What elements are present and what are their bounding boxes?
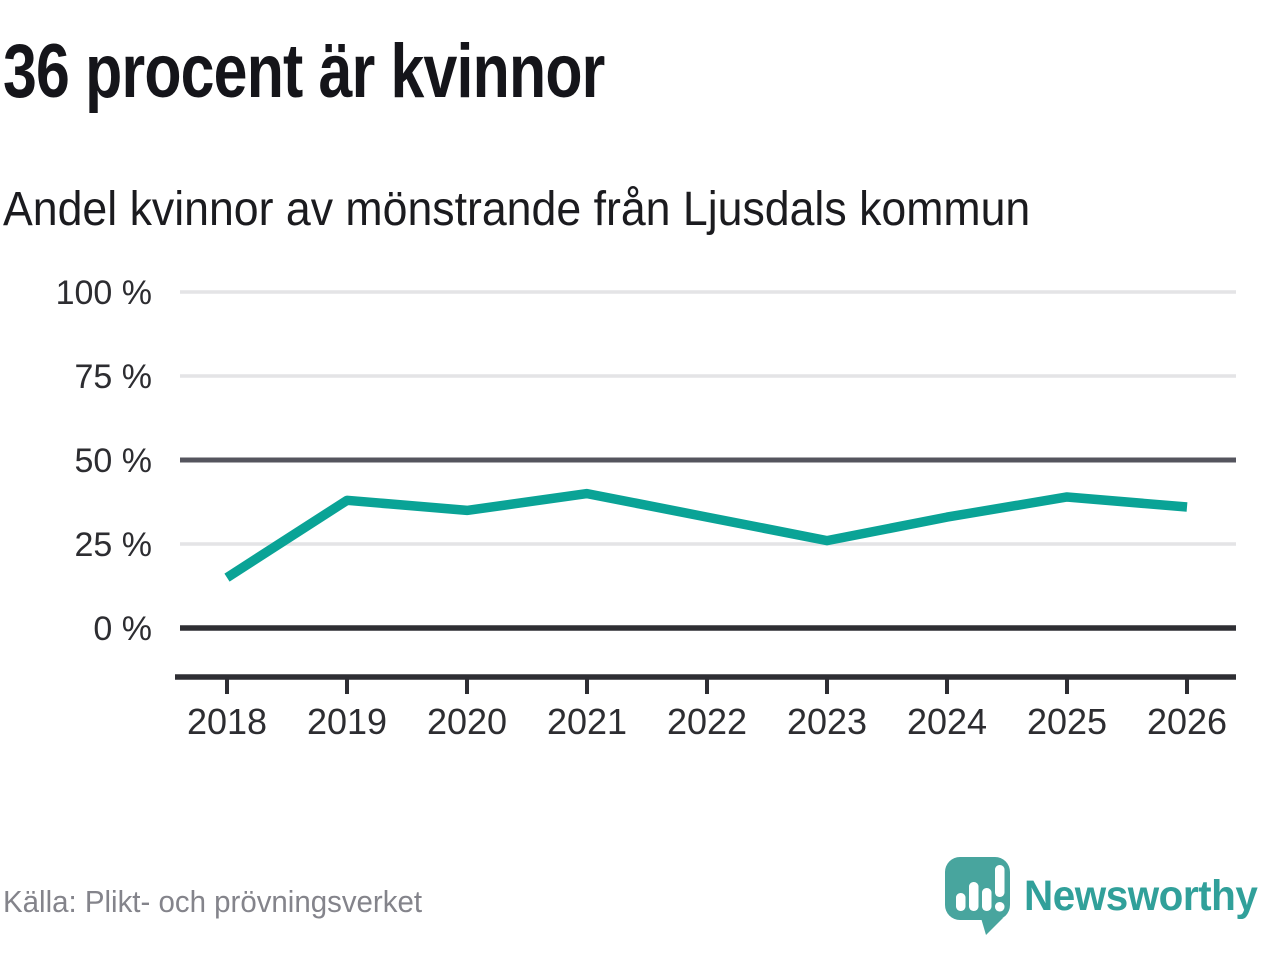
- bar-chart-speech-bubble-icon: [944, 857, 1010, 935]
- x-axis-tick-label: 2023: [787, 701, 867, 742]
- newsworthy-logo-text: Newsworthy: [1023, 871, 1258, 920]
- y-axis-tick-label: 25 %: [75, 526, 153, 564]
- x-axis-tick-label: 2024: [907, 701, 987, 742]
- chart-subtitle: Andel kvinnor av mönstrande från Ljusdal…: [3, 183, 1031, 236]
- x-axis-tick-label: 2022: [667, 701, 747, 742]
- y-axis-tick-label: 0 %: [93, 610, 152, 648]
- x-axis-tick-label: 2018: [187, 701, 267, 742]
- line-chart: 0 % 25 % 50 % 75 % 100 % 2018 2019 2020 2021 2022…: [56, 274, 1236, 742]
- y-axis-tick-label: 50 %: [75, 442, 153, 480]
- source-text: Källa: Plikt- och prövningsverket: [3, 884, 423, 919]
- x-axis-tick-label: 2025: [1027, 701, 1107, 742]
- x-axis-tick-label: 2021: [547, 701, 627, 742]
- newsworthy-logo: Newsworthy: [944, 856, 1272, 936]
- page-title: 36 procent är kvinnor: [3, 29, 605, 114]
- y-axis-tick-label: 100 %: [56, 274, 152, 312]
- x-axis-tick-label: 2020: [427, 701, 507, 742]
- data-line-andel-kvinnor: [224, 488, 1188, 582]
- x-axis-tick-label: 2019: [307, 701, 387, 742]
- x-axis-tick-label: 2026: [1147, 701, 1227, 742]
- y-axis-tick-label: 75 %: [75, 358, 153, 396]
